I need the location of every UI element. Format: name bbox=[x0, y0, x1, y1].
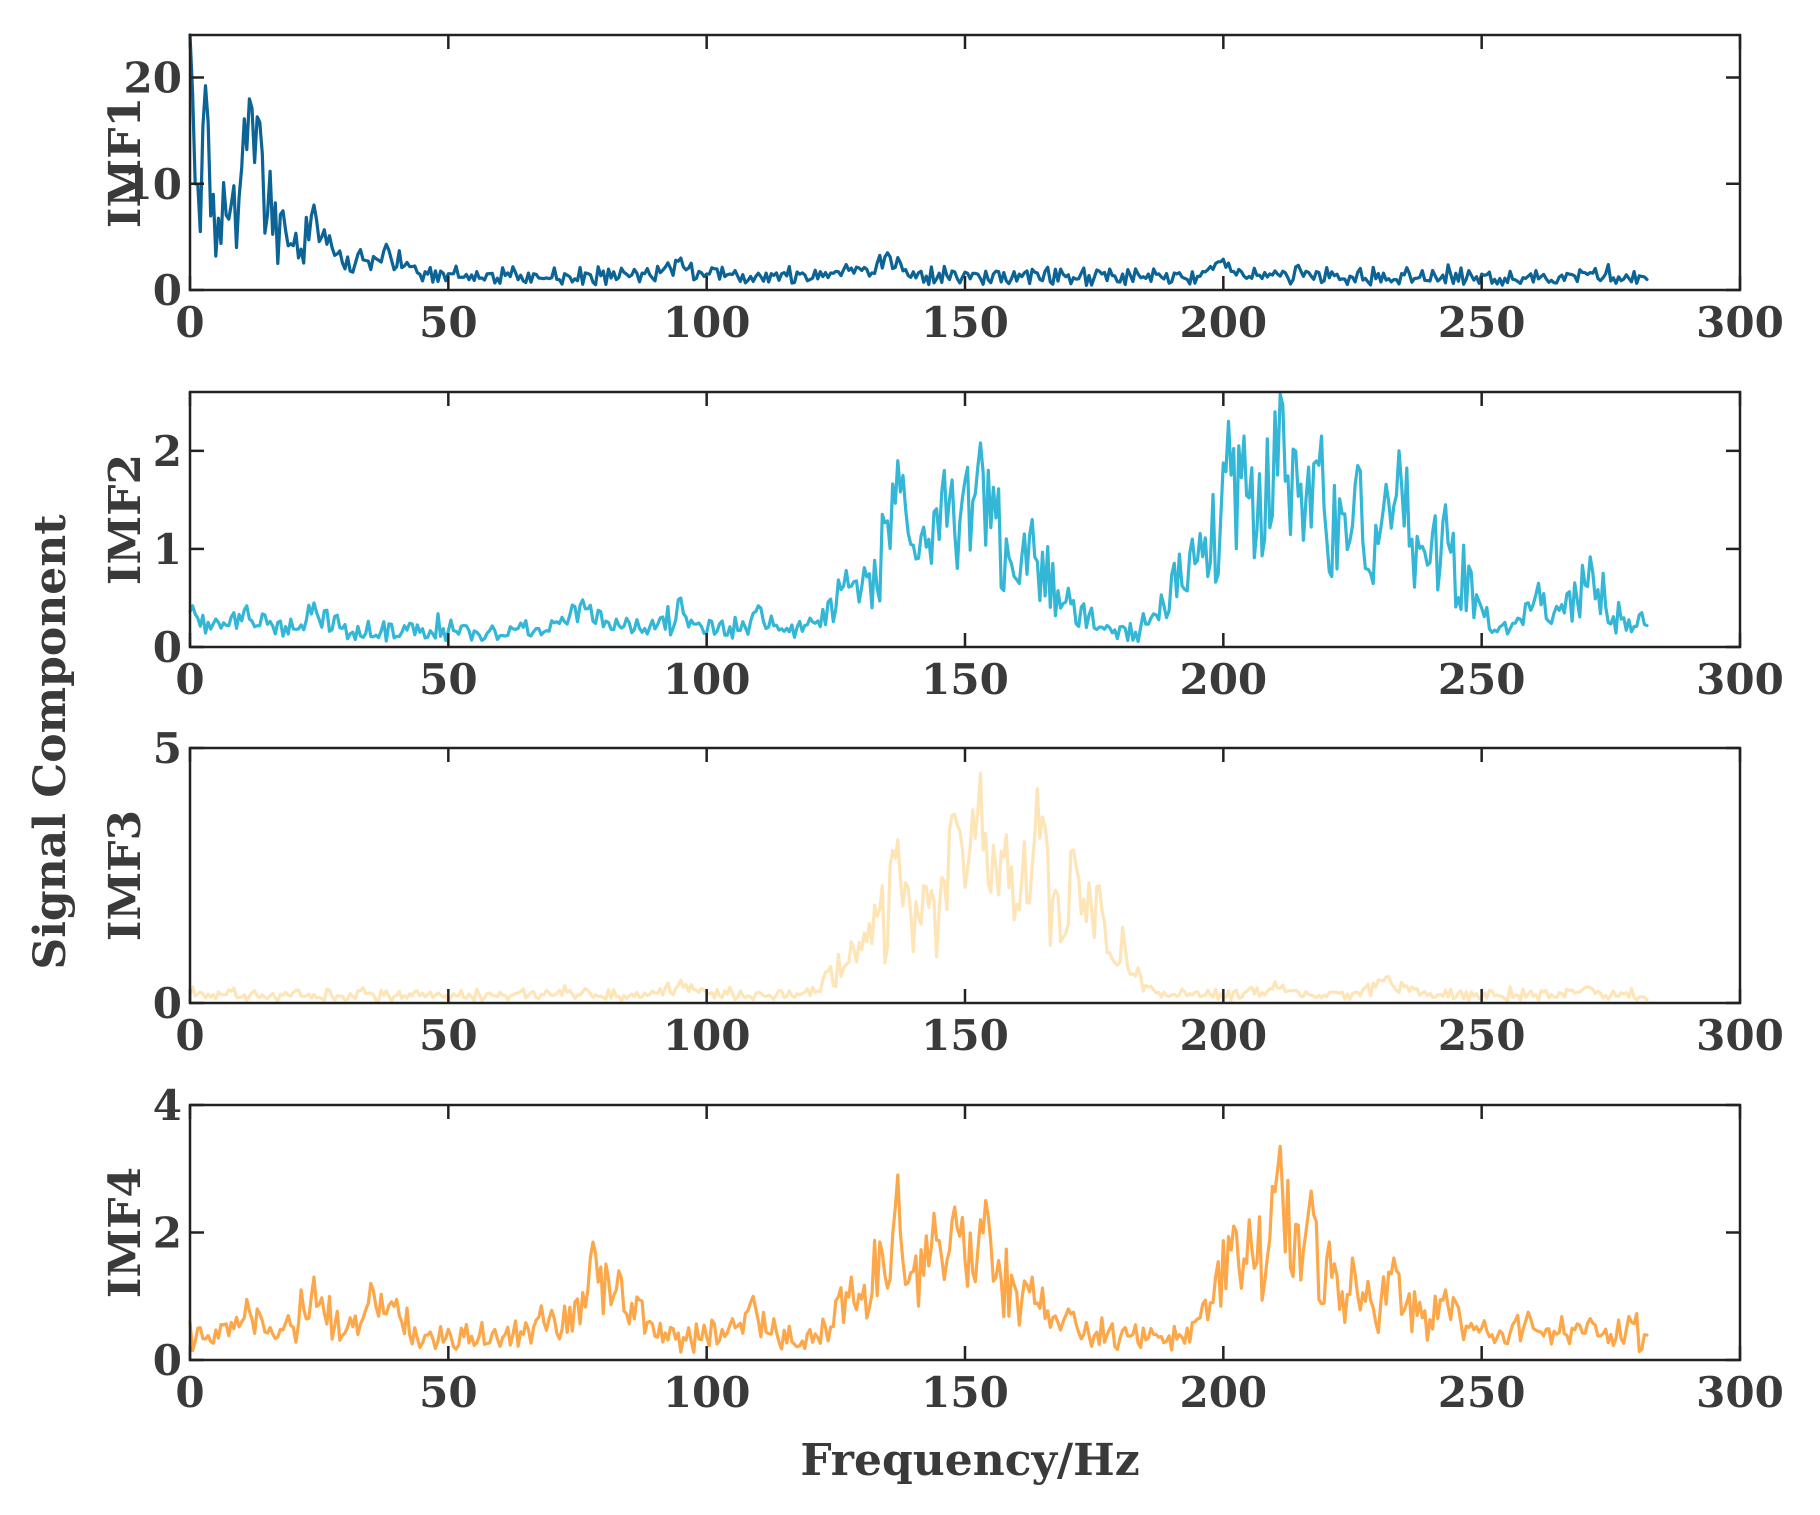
plot-frame bbox=[188, 390, 1742, 649]
x-tick-label: 200 bbox=[1179, 1011, 1267, 1060]
x-tick-label: 50 bbox=[419, 655, 477, 704]
x-tick-label: 300 bbox=[1696, 655, 1784, 704]
panel-y-label: IMF4 bbox=[100, 1167, 151, 1298]
y-tick-label: 20 bbox=[124, 54, 182, 103]
panel-y-label: IMF1 bbox=[100, 97, 151, 228]
y-tick-label: 5 bbox=[153, 724, 182, 773]
y-tick-label: 2 bbox=[153, 427, 182, 476]
x-tick-label: 150 bbox=[921, 298, 1009, 347]
y-tick-label: 0 bbox=[153, 623, 182, 672]
x-tick-label: 300 bbox=[1696, 298, 1784, 347]
x-tick-label: 50 bbox=[419, 1011, 477, 1060]
x-tick-label: 200 bbox=[1179, 298, 1267, 347]
panel-y-label: IMF3 bbox=[100, 810, 151, 941]
series-line-imf4 bbox=[188, 1144, 1649, 1354]
x-tick-label: 200 bbox=[1179, 655, 1267, 704]
x-tick-label: 50 bbox=[419, 1368, 477, 1417]
y-tick-label: 0 bbox=[153, 266, 182, 315]
x-tick-label: 0 bbox=[175, 655, 204, 704]
x-tick-label: 150 bbox=[921, 655, 1009, 704]
x-tick-label: 250 bbox=[1438, 1368, 1526, 1417]
y-tick-label: 10 bbox=[124, 160, 182, 209]
x-tick-label: 300 bbox=[1696, 1368, 1784, 1417]
series-line-imf2 bbox=[188, 392, 1649, 644]
y-tick-label: 1 bbox=[153, 525, 182, 574]
y-tick-label: 0 bbox=[153, 1336, 182, 1385]
x-axis-label: Frequency/Hz bbox=[800, 1435, 1139, 1486]
panel-y-label: IMF2 bbox=[100, 454, 151, 585]
x-tick-label: 250 bbox=[1438, 1011, 1526, 1060]
plot-frame bbox=[188, 1103, 1742, 1362]
x-tick-label: 0 bbox=[175, 1368, 204, 1417]
y-tick-label: 0 bbox=[153, 979, 182, 1028]
x-tick-label: 100 bbox=[663, 1368, 751, 1417]
x-tick-label: 300 bbox=[1696, 1011, 1784, 1060]
x-tick-label: 0 bbox=[175, 298, 204, 347]
x-tick-label: 100 bbox=[663, 298, 751, 347]
x-tick-label: 150 bbox=[921, 1368, 1009, 1417]
x-tick-label: 200 bbox=[1179, 1368, 1267, 1417]
x-tick-label: 250 bbox=[1438, 298, 1526, 347]
plot-frame bbox=[188, 33, 1742, 292]
x-tick-label: 250 bbox=[1438, 655, 1526, 704]
shared-y-axis-label: Signal Component bbox=[25, 514, 76, 970]
x-tick-label: 50 bbox=[419, 298, 477, 347]
series-line-imf3 bbox=[188, 771, 1649, 1003]
series-line-imf1 bbox=[188, 33, 1649, 287]
x-tick-label: 150 bbox=[921, 1011, 1009, 1060]
y-tick-label: 4 bbox=[153, 1081, 182, 1130]
x-tick-label: 100 bbox=[663, 1011, 751, 1060]
x-tick-label: 100 bbox=[663, 655, 751, 704]
y-tick-label: 2 bbox=[153, 1209, 182, 1258]
x-tick-label: 0 bbox=[175, 1011, 204, 1060]
